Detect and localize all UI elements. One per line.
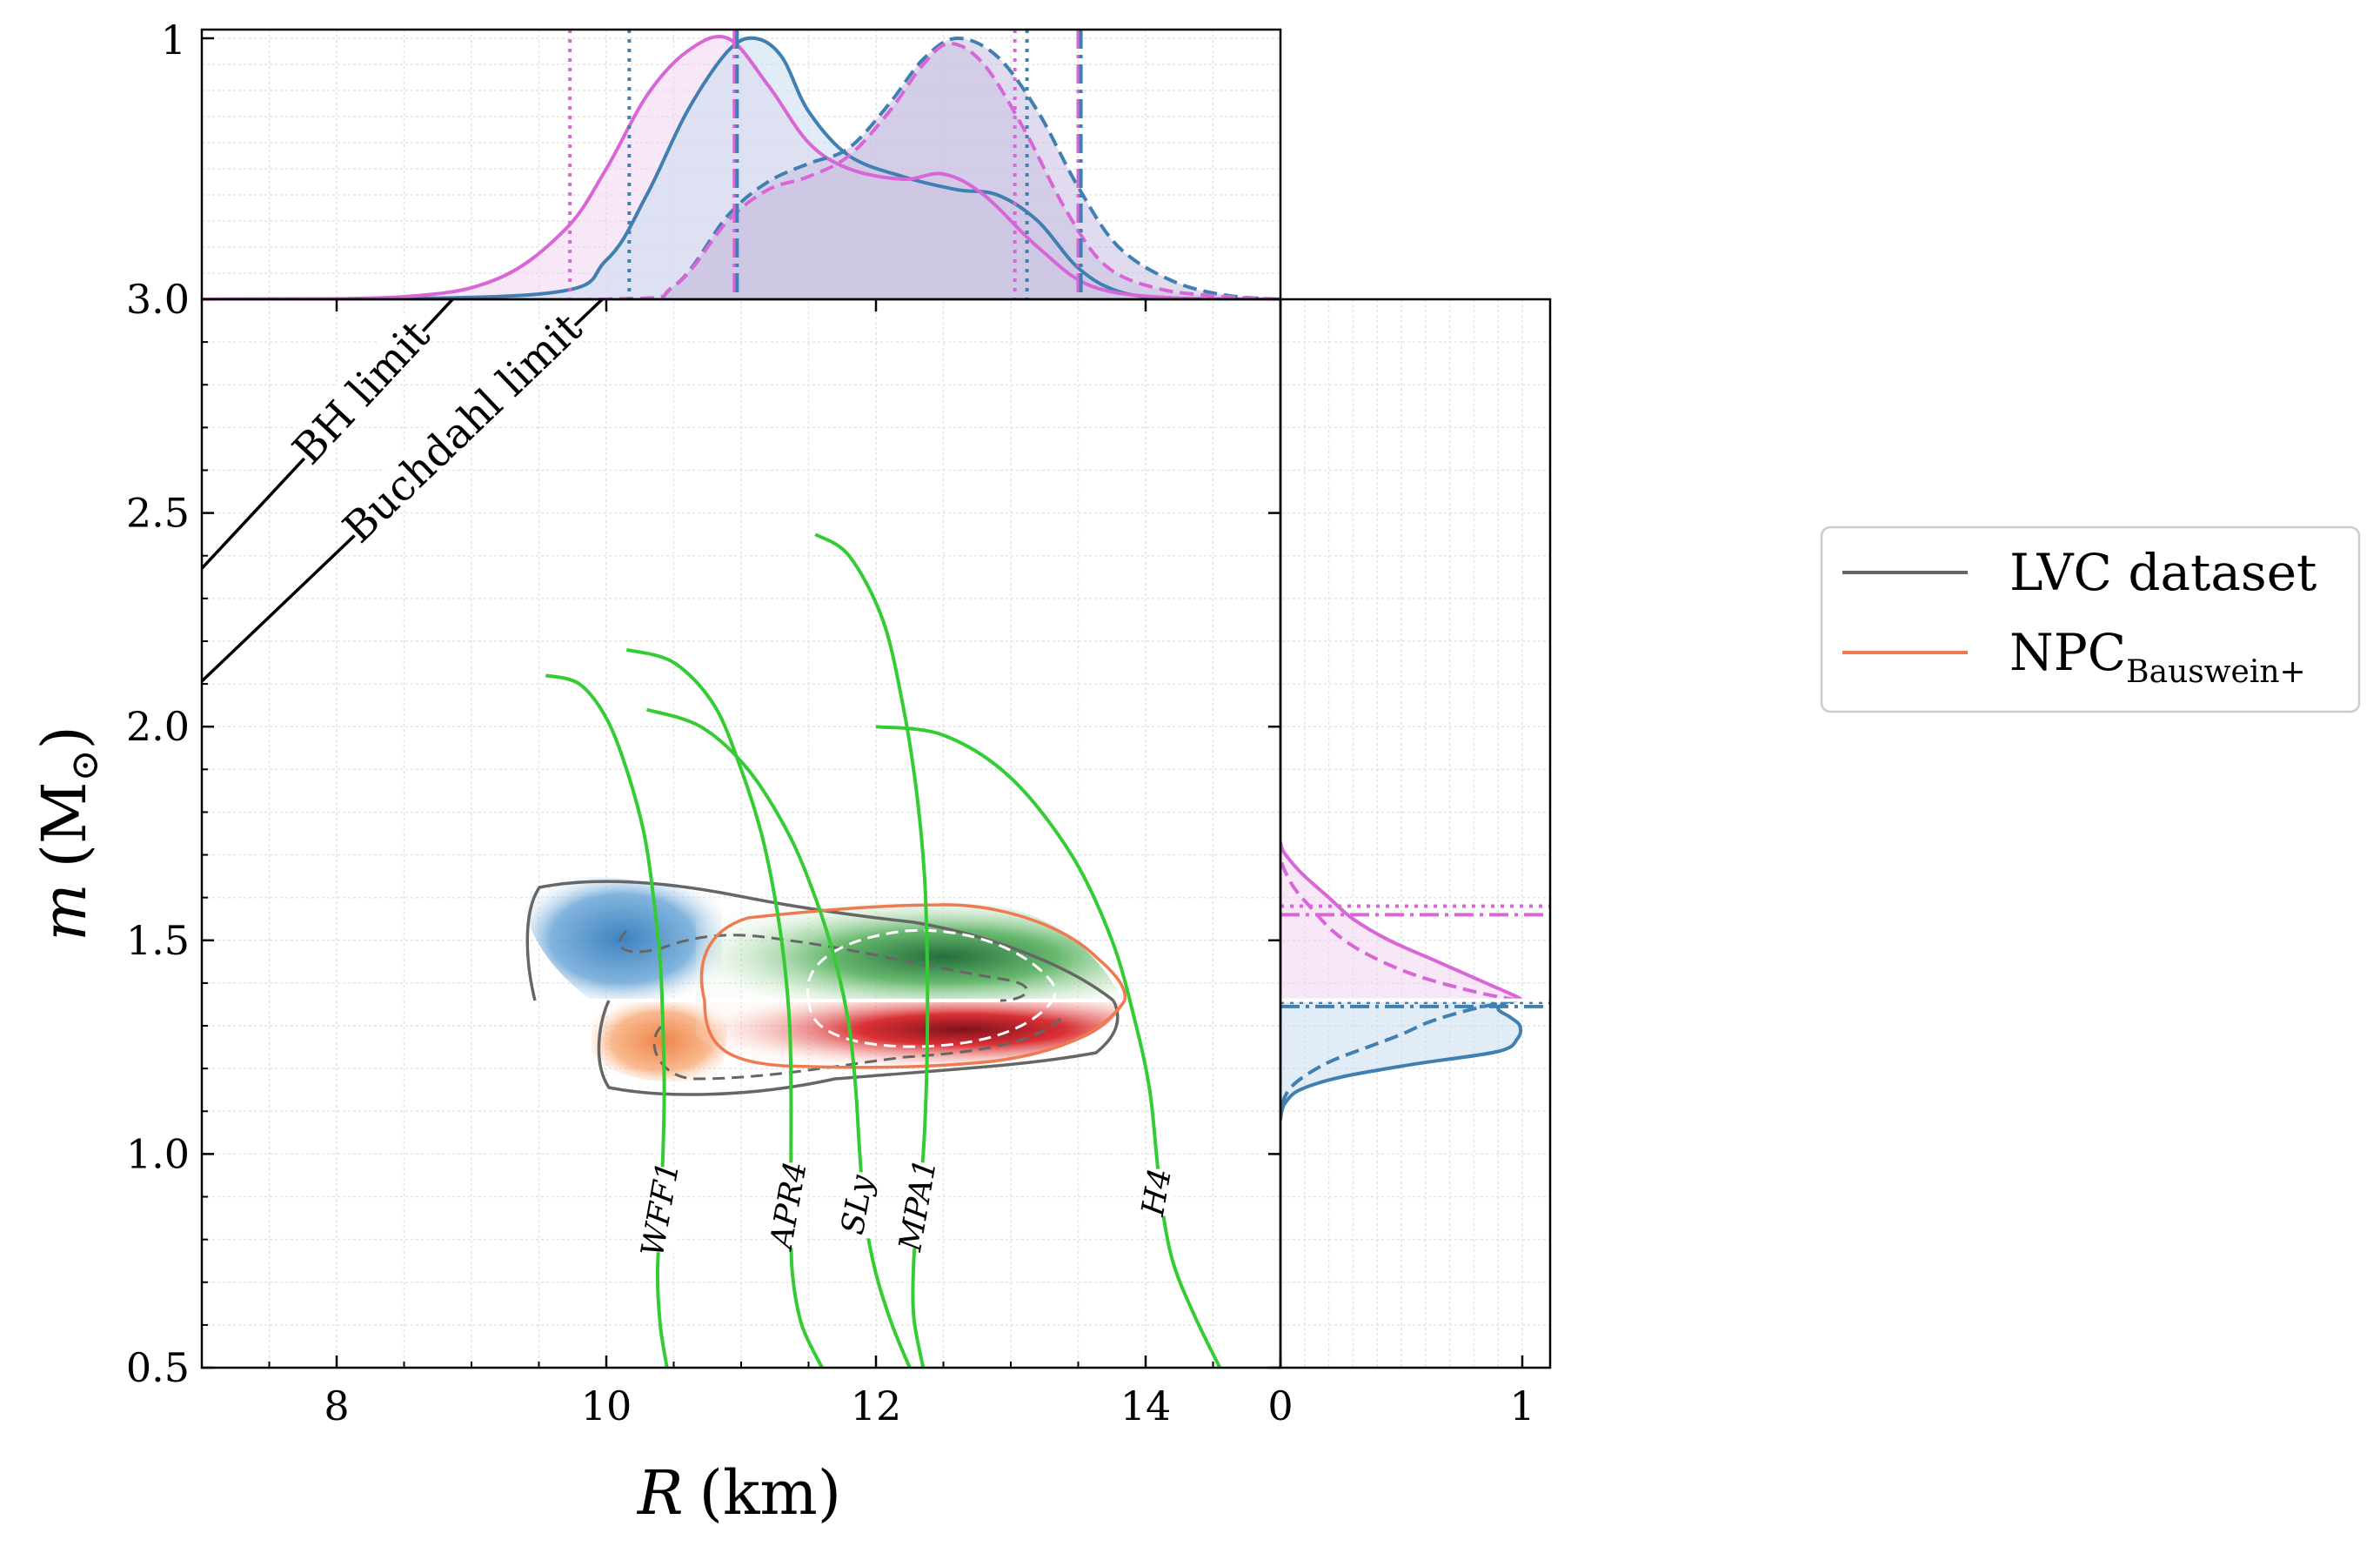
y-tick-label: 3.0 (126, 276, 190, 323)
limit-label-bg (284, 313, 432, 467)
right-marginal-tick-label: 1 (1509, 1382, 1534, 1429)
density-green (696, 902, 1122, 1001)
top-axes-frame (200, 28, 1282, 301)
legend-label-npc: NPCBauswein+ (2009, 623, 2306, 690)
npc-contour-90 (699, 903, 1127, 1001)
npc-contour-50-low (807, 1000, 1054, 1048)
eos-label-bg (648, 1167, 679, 1253)
y-tick-label: 1.5 (126, 917, 190, 964)
top-marginal-curve (202, 36, 1280, 299)
lvc-contour-50 (618, 929, 1028, 1002)
eos-curve-wff1 (545, 673, 669, 1368)
svg-text:m(M⊙): m(M⊙) (29, 726, 107, 941)
eos-label-wff1: WFF1 (635, 1159, 686, 1259)
right-marginal-curve (1280, 998, 1523, 1121)
right-marginal-tick-label: 0 (1267, 1382, 1293, 1429)
lvc-contour-90-low (597, 1000, 1120, 1096)
right-axes-frame (1279, 298, 1552, 1369)
npc-contour-50 (806, 928, 1057, 1002)
eos-label-mpa1: MPA1 (892, 1156, 944, 1255)
eos-labels: WFF1 APR4 SLy MPA1 H4 (635, 1156, 1179, 1260)
y-tick-label: 2.5 (126, 490, 190, 537)
x-tick-label: 8 (324, 1382, 349, 1429)
eos-label-bg (776, 1162, 806, 1248)
limit-label-bg (336, 306, 584, 545)
top-marginal-tick-label: 1 (161, 17, 186, 64)
eos-label-bg (1144, 1168, 1174, 1216)
credible-contours (525, 880, 1127, 1096)
lvc-contour-90 (525, 880, 1115, 1002)
y-tick-label: 0.5 (126, 1344, 190, 1391)
legend-label-lvc: LVC dataset (2009, 543, 2316, 602)
x-axis-title: R (km) (636, 1457, 841, 1529)
y-tick-label: 1.0 (126, 1130, 190, 1177)
eos-label-bg (845, 1172, 875, 1239)
eos-curve-mpa1 (814, 532, 930, 1368)
eos-curve-apr4 (625, 647, 824, 1368)
density-blue (522, 876, 722, 1001)
right-marginal-curve (1280, 841, 1524, 1002)
right-marginal-fill (1280, 841, 1522, 1001)
eos-curve-sly (645, 707, 912, 1368)
right-marginal-fill (1280, 1000, 1521, 1121)
eos-curves (545, 532, 1222, 1368)
eos-curve-h4 (875, 725, 1222, 1368)
posterior-density (522, 876, 1131, 1082)
eos-label-h4: H4 (1135, 1166, 1179, 1220)
x-tick-label: 10 (581, 1382, 632, 1429)
right-marginal (1280, 841, 1550, 1121)
eos-label-bg (906, 1162, 936, 1248)
y-axis-title: m(M⊙) (29, 726, 107, 941)
npc-contour-90-low (703, 1000, 1126, 1069)
eos-label-apr4: APR4 (763, 1159, 813, 1254)
top-marginal-curve (202, 35, 1280, 299)
axis-ticks: 8 10 12 140.51.01.52.02.53.010 1 (126, 17, 1535, 1429)
limit-label-buchdahl: Buchdahl limit (334, 304, 592, 552)
top-marginal-curve (202, 41, 1280, 299)
limit-lines (202, 299, 605, 684)
right-marginal-curve (1280, 998, 1518, 1112)
legend: LVC dataset NPCBauswein+ (1820, 525, 2361, 713)
density-red (696, 1001, 1126, 1066)
top-marginal (202, 30, 1280, 299)
y-tick-label: 2.0 (126, 703, 190, 750)
x-tick-label: 14 (1120, 1382, 1172, 1429)
x-tick-label: 12 (851, 1382, 902, 1429)
right-marginal-curve (1280, 858, 1518, 1002)
